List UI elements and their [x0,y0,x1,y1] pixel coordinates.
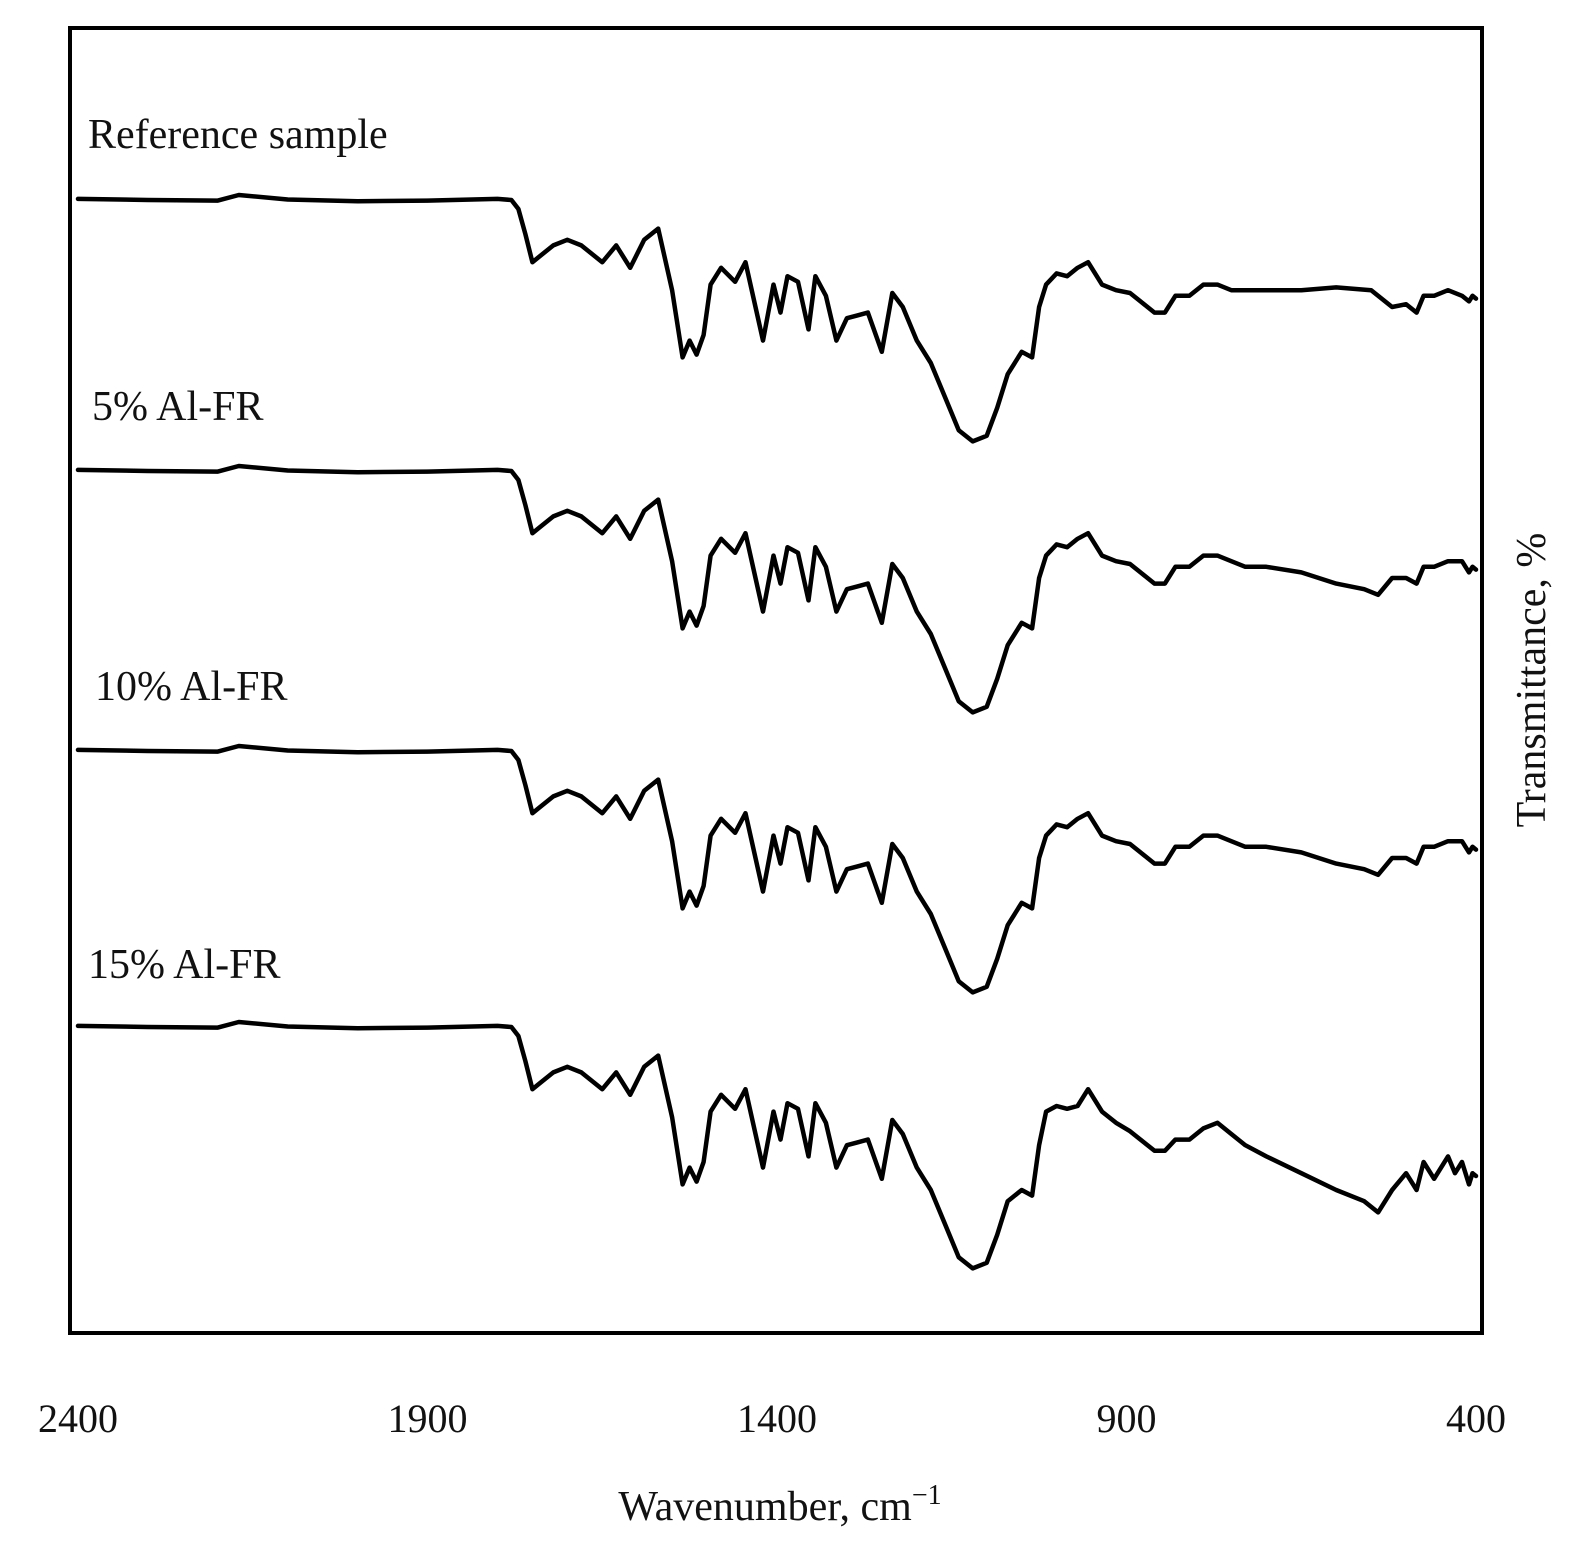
series-label-2: 5% Al-FR [92,384,264,430]
series-group [75,192,1479,1271]
series-label-3: 10% Al-FR [95,664,288,710]
y-axis-title: Transmittance, % [1509,533,1555,828]
series-line-1 [75,192,1479,444]
series-label-1: Reference sample [88,112,388,158]
x-tick-label-1900: 1900 [388,1396,468,1441]
x-tick-label-400: 400 [1446,1396,1506,1441]
x-tick-label-900: 900 [1097,1396,1157,1441]
x-axis-title-main: Wavenumber, cm [618,1484,912,1530]
series-label-4: 15% Al-FR [88,942,281,988]
x-tick-label-1400: 1400 [737,1396,817,1441]
series-line-4 [75,1019,1479,1271]
plot-frame [68,26,1484,1335]
series-line-2 [75,463,1479,715]
series-labels: Reference sample 5% Al-FR 10% Al-FR 15% Al-… [88,112,388,988]
x-axis-title: Wavenumber, cm−1 [618,1480,941,1530]
x-tick-labels: 2400 1900 1400 900 400 [38,1396,1506,1441]
x-tick-label-2400: 2400 [38,1396,118,1441]
x-axis-title-superscript: −1 [912,1480,942,1511]
series-line-3 [75,743,1479,995]
